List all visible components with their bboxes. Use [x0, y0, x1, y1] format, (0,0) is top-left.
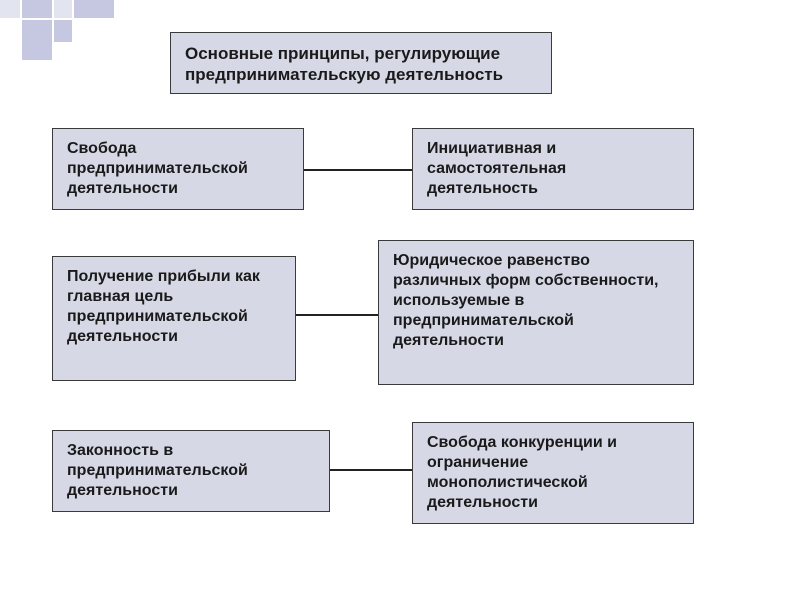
node-label: Получение прибыли как главная цель предп…: [67, 268, 260, 345]
node-label: Юридическое равенство различных форм соб…: [393, 252, 658, 349]
decor-block: [0, 0, 20, 18]
node-label: Свобода конкуренции и ограничение монопо…: [427, 434, 617, 511]
node-legal-equality: Юридическое равенство различных форм соб…: [378, 240, 694, 385]
node-freedom-entrepreneurship: Свобода предпринимательской деятельности: [52, 128, 304, 210]
node-label: Свобода предпринимательской деятельности: [67, 140, 248, 197]
decor-block: [22, 0, 52, 18]
node-competition-freedom: Свобода конкуренции и ограничение монопо…: [412, 422, 694, 524]
decor-block: [54, 0, 72, 18]
node-legality: Законность в предпринимательской деятель…: [52, 430, 330, 512]
node-label: Инициативная и самостоятельная деятельно…: [427, 140, 566, 197]
node-label: Законность в предпринимательской деятель…: [67, 442, 248, 499]
decor-block: [74, 0, 114, 18]
decor-block: [54, 20, 72, 42]
node-initiative-independent: Инициативная и самостоятельная деятельно…: [412, 128, 694, 210]
decor-block: [22, 20, 52, 60]
title-box: Основные принципы, регулирующие предприн…: [170, 32, 552, 94]
title-text: Основные принципы, регулирующие предприн…: [185, 44, 503, 84]
node-profit-goal: Получение прибыли как главная цель предп…: [52, 256, 296, 381]
